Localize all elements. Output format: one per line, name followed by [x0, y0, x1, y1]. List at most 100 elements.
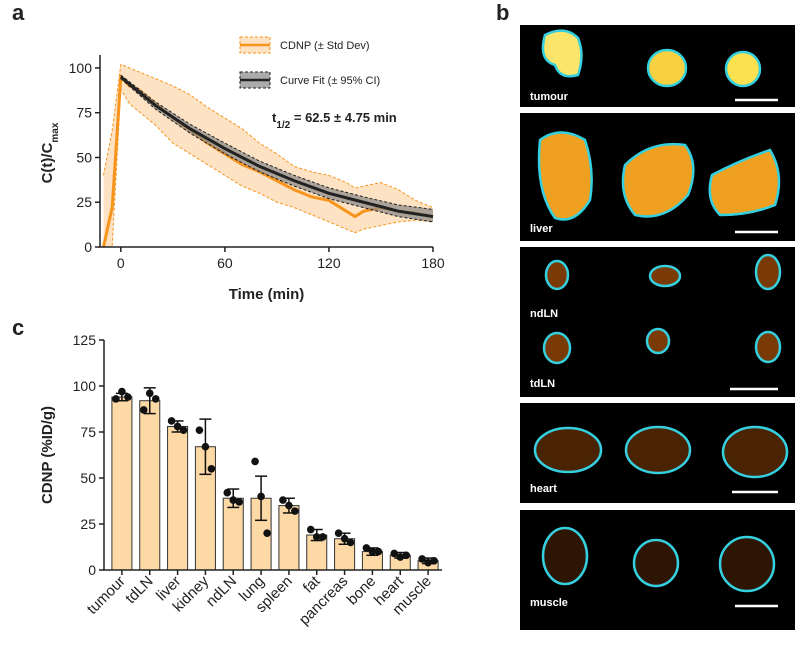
y-tick-label: 125: [73, 332, 97, 348]
organ: [621, 143, 695, 218]
data-point: [306, 525, 315, 534]
image-label: ndLN: [530, 308, 558, 320]
organ: [646, 48, 688, 88]
organ: [541, 526, 589, 586]
y-axis-label: C(t)/Cmax: [39, 122, 61, 183]
image-label: heart: [530, 483, 557, 495]
annotation: t1/2 = 62.5 ± 4.75 min: [272, 110, 397, 131]
y-tick-label: 0: [88, 562, 96, 578]
organ: [533, 426, 603, 474]
band-edge: [103, 87, 434, 248]
annotation-sub: 1/2: [276, 120, 290, 131]
data-point: [318, 533, 327, 541]
annotation-rest: = 62.5 ± 4.75 min: [290, 110, 397, 125]
data-point: [312, 533, 321, 541]
data-point: [263, 529, 271, 537]
data-point: [285, 501, 293, 510]
organ: [708, 148, 781, 217]
data-point: [257, 492, 265, 501]
data-point: [291, 507, 299, 515]
y-tick-label: 75: [80, 424, 96, 440]
data-point: [396, 553, 405, 561]
data-point: [390, 549, 399, 558]
organ: [754, 330, 782, 364]
data-point: [368, 547, 377, 556]
image-label: tumour: [530, 91, 569, 103]
data-point: [424, 558, 432, 567]
data-point: [151, 395, 160, 403]
organ: [718, 535, 776, 593]
organ: [544, 259, 570, 291]
bar: [111, 396, 133, 571]
y-tick-label: 50: [80, 470, 96, 486]
x-tick-label: tdLN: [122, 573, 156, 607]
data-point: [340, 534, 349, 543]
data-point: [179, 426, 188, 434]
data-point: [418, 555, 426, 563]
y-tick-label: 25: [80, 516, 96, 532]
band-edge: [102, 63, 434, 209]
y-tick-label: 75: [76, 105, 92, 121]
data-point: [229, 496, 238, 504]
data-point: [124, 393, 132, 401]
organ: [537, 131, 593, 221]
series-line: [119, 75, 434, 219]
y-axis-label: CDNP (%ID/g): [39, 406, 56, 504]
data-point: [195, 426, 204, 434]
x-tick-label: ndLN: [203, 573, 240, 610]
data-point: [430, 557, 438, 565]
data-point: [118, 387, 126, 396]
data-point: [235, 498, 244, 506]
image-label: tdLN: [530, 378, 555, 390]
x-tick-label: 180: [421, 255, 445, 271]
legend-label: Curve Fit (± 95% CI): [280, 75, 380, 87]
data-point: [346, 538, 355, 547]
organ: [541, 29, 583, 78]
y-axis-label-base: C(t)/C: [39, 142, 56, 183]
x-tick-label: 60: [217, 255, 233, 271]
image-panel: tumour liver ndLN tdLN heart muscle: [520, 25, 795, 630]
organ: [721, 425, 789, 479]
data-point: [145, 389, 154, 398]
data-point: [201, 442, 210, 451]
x-axis-label: Time (min): [229, 286, 305, 303]
y-tick-label: 25: [76, 194, 92, 210]
data-point: [173, 422, 182, 431]
legend-label: CDNP (± Std Dev): [280, 40, 370, 52]
data-point: [207, 465, 216, 473]
bar: [139, 400, 161, 571]
organ: [754, 253, 782, 291]
y-axis-label-sub: max: [50, 122, 61, 142]
panel-label: b: [496, 0, 509, 25]
data-point: [279, 496, 287, 504]
y-tick-label: 50: [76, 149, 92, 165]
x-tick-label: 0: [117, 255, 125, 271]
data-point: [402, 551, 411, 560]
bar: [167, 425, 189, 571]
organ: [632, 538, 680, 588]
bar: [278, 505, 300, 571]
data-point: [139, 406, 148, 414]
band-edge: [120, 74, 434, 210]
data-point: [334, 529, 343, 537]
organ: [724, 50, 762, 88]
y-tick-label: 100: [73, 378, 97, 394]
organ: [645, 327, 671, 355]
image-label: liver: [530, 223, 553, 235]
bar: [222, 497, 244, 571]
data-point: [362, 544, 371, 552]
band: [120, 75, 433, 222]
panel-label: c: [12, 315, 24, 340]
organ: [624, 425, 692, 475]
annotation-base: t: [272, 110, 277, 125]
image-label: muscle: [530, 597, 568, 609]
data-point: [251, 457, 259, 466]
band: [103, 64, 433, 247]
band-edge: [120, 78, 434, 223]
panel-label: a: [12, 0, 25, 25]
data-point: [112, 395, 120, 403]
data-point: [167, 417, 176, 425]
organ: [648, 264, 682, 288]
y-tick-label: 0: [84, 239, 92, 255]
